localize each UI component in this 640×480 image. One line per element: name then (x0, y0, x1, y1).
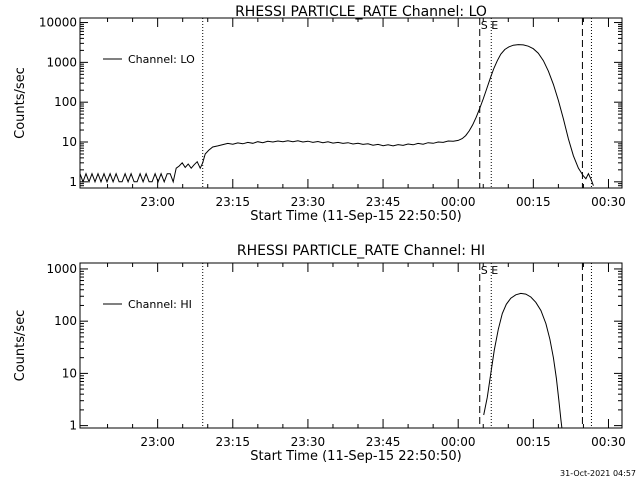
x-tick-label-lo: 23:45 (366, 195, 401, 209)
y-tick-label-hi: 1 (69, 419, 77, 433)
chart-title-hi: RHESSI PARTICLE_RATE Channel: HI (237, 243, 485, 259)
legend-label-hi: Channel: HI (128, 298, 192, 311)
series-line-lo (80, 44, 594, 186)
x-axis-label-lo: Start Time (11-Sep-15 22:50:50) (250, 209, 461, 224)
x-tick-label-hi: 00:30 (591, 435, 626, 449)
legend-label-lo: Channel: LO (128, 53, 195, 66)
y-axis-label-hi: Counts/sec (13, 310, 28, 382)
x-tick-label-hi: 23:45 (366, 435, 401, 449)
x-tick-label-hi: 00:15 (516, 435, 551, 449)
x-tick-label-lo: 00:15 (516, 195, 551, 209)
start-end-marker-lo: S E (481, 19, 498, 32)
x-tick-label-hi: 23:30 (291, 435, 326, 449)
y-tick-label-lo: 100 (54, 95, 77, 109)
x-tick-label-lo: 00:30 (591, 195, 626, 209)
x-tick-label-hi: 23:15 (215, 435, 250, 449)
x-tick-label-lo: 00:00 (441, 195, 476, 209)
plot-frame-lo (79, 17, 623, 189)
x-tick-label-hi: 23:00 (140, 435, 175, 449)
y-tick-label-lo: 10000 (39, 16, 77, 30)
y-tick-label-hi: 100 (54, 314, 77, 328)
x-tick-label-lo: 23:15 (215, 195, 250, 209)
y-tick-label-hi: 10 (62, 366, 77, 380)
x-axis-label-hi: Start Time (11-Sep-15 22:50:50) (250, 449, 461, 464)
series-line-hi (483, 292, 563, 428)
y-tick-label-hi: 1000 (46, 262, 77, 276)
y-axis-label-lo: Counts/sec (13, 67, 28, 139)
plot-frame-hi (79, 262, 623, 429)
x-tick-label-hi: 00:00 (441, 435, 476, 449)
chart-title-lo: RHESSI PARTICLE_RATE Channel: LO (235, 4, 487, 20)
y-tick-label-lo: 10 (62, 135, 77, 149)
x-tick-label-lo: 23:30 (291, 195, 326, 209)
x-tick-label-lo: 23:00 (140, 195, 175, 209)
timestamp: 31-Oct-2021 04:57 (560, 469, 636, 478)
start-end-marker-hi: S E (481, 264, 498, 277)
y-tick-label-lo: 1000 (46, 55, 77, 69)
y-tick-label-lo: 1 (69, 175, 77, 189)
